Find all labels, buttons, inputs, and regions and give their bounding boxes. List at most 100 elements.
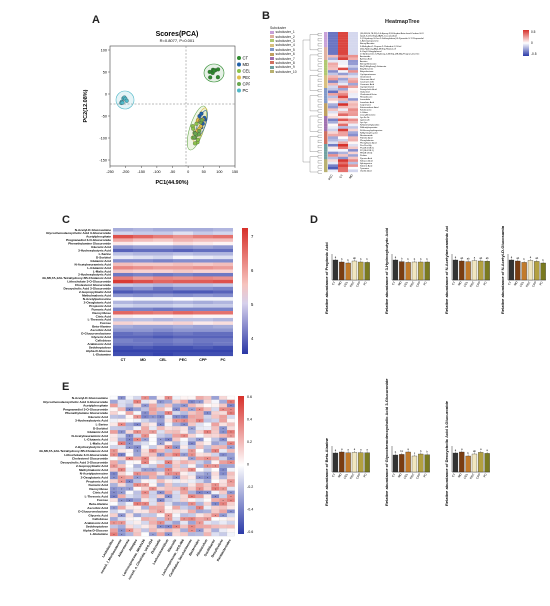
bar [392,454,399,473]
heatmap-tree-row-label: Isoprenone [360,103,372,106]
heatmap-tree-cell [338,154,348,157]
heatmap-c-cell [153,293,173,298]
heatmap-tree-cell [338,118,348,122]
heatmap-tree-cell [338,37,348,40]
corr-heatmap-cell [117,445,126,450]
heatmap-tree-row-label: N-Glucosylsphingosine [360,130,383,132]
dendro-branch [317,58,322,62]
heatmap-tree-cell [328,44,338,48]
corr-heatmap-cell [164,441,173,446]
corr-heatmap-cell [187,498,196,503]
corr-sig-mark: * [184,453,186,457]
corr-sig-mark: * [160,438,162,442]
bar-sig-letter: ab [479,256,482,260]
heatmap-tree-row-label: Nicotinamide [360,134,373,137]
heatmap-tree-subcluster-cell [324,121,328,124]
heatmap-tree-cell [348,80,358,84]
corr-heatmap-cell [164,399,173,404]
corr-heatmap-cell [211,422,220,427]
heatmap-c-cell [133,276,153,280]
heatmap-tree-row-label: 17-Androstene-3-Hydroxy-2-Methyl-(3Β,5Α)… [360,52,420,55]
heatmap-c-row-label: Lithocholate 3-O-Glucuronide [67,280,111,284]
dendro-branch [317,170,322,174]
heatmap-tree-row-label: Vanillic Acid [360,169,372,172]
bar-sig-letter: ab [467,256,470,260]
heatmap-c-row-label: 3A,6B,7A,12A-Tetrahydroxy-5B-Cholanoic A… [42,276,111,280]
corr-heatmap-cell [172,403,181,408]
heatmap-tree-row-label: PE(18:1/0:0) [360,153,373,155]
corr-heatmap-cell [156,467,165,472]
corr-heatmap-cell [219,520,228,525]
dendro-branch [317,68,322,72]
corr-heatmap-cell [164,505,173,510]
corr-heatmap-cell [164,433,173,438]
bar-group-label: PC [362,280,368,286]
corr-sig-mark: * [184,404,186,408]
pca-legend-label: CT [243,56,249,61]
corr-sig-mark: * [168,412,170,416]
pca-point [191,126,196,131]
heatmap-c-cell [113,342,133,346]
pca-x-tick-label: 50 [202,170,206,174]
heatmap-c-cell [173,238,193,242]
heatmap-c-cell [213,234,233,239]
heatmap-tree-cell [348,93,358,96]
corr-heatmap-cell [148,501,157,506]
heatmap-tree-row-label: Hexadecane [360,97,373,99]
corr-heatmap-cell [148,437,157,442]
corr-heatmap-cell [180,524,189,529]
corr-heatmap-cell [180,505,189,510]
heatmap-tree-cell [338,54,348,58]
bar-group-label: MD [513,280,519,287]
heatmap-tree-cell [338,164,348,168]
bar-group-label: PC [362,472,368,478]
heatmap-c-cell [193,345,213,350]
heatmap-tree-subcluster-cell [324,103,328,106]
heatmap-c-cell [153,272,173,277]
heatmap-tree-subcluster-cell [324,82,328,86]
heatmap-c-cell [173,317,193,322]
corr-heatmap-cell [164,403,173,408]
corr-heatmap-cell [148,517,157,522]
corr-heatmap-cell [148,475,157,480]
corr-heatmap-cell [211,524,220,529]
corr-heatmap-cell [141,513,150,518]
corr-heatmap-cell [187,429,196,434]
corr-heatmap-cell [164,528,173,533]
heatmap-tree-subcluster-cell [324,85,328,89]
heatmap-c-cell [153,314,173,319]
corr-sig-mark: * [160,442,162,446]
pca-point [192,141,198,146]
corr-heatmap-cell [117,471,126,476]
corr-heatmap-cell [156,403,165,408]
corr-heatmap-cell [195,441,204,446]
heatmap-c-cell [113,290,133,294]
heatmap-c-cell [173,269,193,274]
bar-group-label: CPP [531,281,538,288]
corr-sig-mark: * [191,495,193,499]
bar-group-label: CPP [415,473,422,480]
corr-heatmap-cell [203,448,212,453]
corr-heatmap-cell [172,437,181,442]
corr-heatmap-cell [141,426,150,431]
corr-sig-mark: * [121,521,123,525]
corr-heatmap-cell [133,456,142,461]
heatmap-c-cell [153,255,173,260]
heatmap-c-cell [173,342,193,346]
bar-sig-letter: ab [473,449,476,453]
heatmap-c-cell [133,352,153,357]
heatmap-tree-row-label: Benzyl Benzoate [360,63,377,66]
corr-heatmap-cell [148,403,157,408]
pca-y-tick-label: -150 [99,158,107,162]
heatmap-tree-cell [338,166,348,170]
heatmap-c-cell [173,345,193,350]
heatmap-tree-cell [348,100,358,104]
heatmap-tree-cell [338,77,348,81]
heatmap-tree-cell [348,103,358,106]
corr-heatmap-cell [226,486,235,491]
corr-heatmap-cell [180,528,189,533]
subcluster-swatch [270,43,274,47]
heatmap-c-cell [213,248,233,253]
pca-point [197,128,202,134]
corr-heatmap-cell [180,520,189,525]
